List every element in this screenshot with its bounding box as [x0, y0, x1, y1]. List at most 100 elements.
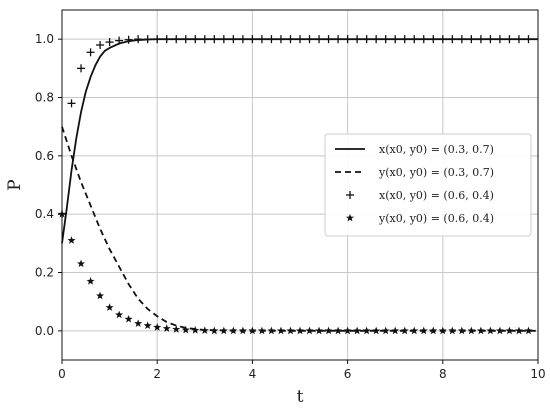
ticks: 0 2 4 6 8 10 0.0 0.2 0.4 0.6 0.8 1.0 — [35, 32, 546, 381]
star-marker — [324, 326, 333, 335]
star-marker — [238, 326, 247, 335]
series-points-3 — [58, 35, 533, 219]
plus-marker — [438, 35, 447, 44]
plus-marker — [410, 35, 419, 44]
star-marker — [305, 326, 314, 335]
y-tick-label: 0.6 — [35, 149, 54, 163]
plus-marker — [67, 99, 76, 108]
series-layer — [58, 35, 538, 335]
star-marker — [200, 326, 209, 334]
star-marker — [400, 326, 409, 335]
plus-marker — [143, 35, 152, 44]
plus-marker — [238, 35, 247, 44]
star-marker — [276, 326, 285, 335]
star-marker — [86, 277, 95, 285]
plus-marker — [505, 35, 514, 44]
plus-marker — [96, 41, 105, 49]
star-marker — [486, 326, 495, 335]
y-tick-label: 0.8 — [35, 91, 54, 105]
star-marker — [153, 323, 162, 331]
plus-marker — [219, 35, 228, 44]
plus-marker — [172, 35, 181, 44]
series-points-4 — [58, 209, 533, 335]
star-marker — [162, 324, 171, 332]
star-marker — [210, 326, 219, 335]
star-marker — [257, 326, 266, 335]
plus-marker — [305, 35, 314, 44]
legend-label: x(x0, y0) = (0.3, 0.7) — [379, 143, 494, 156]
plus-marker — [276, 35, 285, 44]
plus-marker — [248, 35, 257, 44]
star-marker — [267, 326, 276, 335]
star-marker — [419, 326, 428, 335]
legend-label: y(x0, y0) = (0.6, 0.4) — [378, 212, 494, 225]
star-marker — [286, 326, 295, 335]
star-marker — [514, 326, 523, 335]
star-marker — [391, 326, 400, 335]
star-marker — [381, 326, 390, 335]
y-axis-label: P — [5, 179, 25, 190]
star-marker — [191, 326, 200, 334]
legend-box — [324, 133, 532, 237]
plus-marker — [162, 35, 171, 44]
star-marker — [181, 325, 190, 334]
plus-marker — [115, 36, 124, 45]
plus-marker — [257, 35, 266, 44]
star-marker — [476, 326, 485, 335]
legend-swatch-star-marker — [346, 213, 354, 222]
plus-marker — [296, 35, 304, 44]
legend-label: y(x0, y0) = (0.3, 0.7) — [378, 166, 494, 179]
plus-marker — [286, 35, 295, 44]
plus-marker — [372, 35, 381, 44]
x-tick-label: 2 — [153, 367, 161, 381]
star-marker — [96, 291, 105, 300]
x-tick-label: 8 — [439, 367, 447, 381]
star-marker — [248, 326, 257, 335]
plus-marker — [476, 35, 485, 44]
x-tick-label: 0 — [58, 367, 66, 381]
star-marker — [410, 326, 419, 335]
y-tick-label: 0.2 — [35, 266, 54, 280]
star-marker — [505, 326, 514, 335]
star-marker — [105, 303, 114, 311]
plus-marker — [181, 35, 190, 44]
legend: x(x0, y0) = (0.3, 0.7) y(x0, y0) = (0.3, … — [324, 133, 532, 237]
plus-marker — [105, 38, 114, 47]
plus-marker — [448, 35, 457, 44]
plus-marker — [514, 35, 523, 44]
plus-marker — [419, 35, 428, 44]
plus-marker — [86, 48, 95, 57]
star-marker — [134, 319, 143, 327]
star-marker — [495, 326, 504, 335]
plus-marker — [153, 35, 162, 44]
star-marker — [353, 326, 362, 335]
star-marker — [467, 326, 476, 335]
star-marker — [438, 326, 447, 335]
plus-marker — [124, 35, 133, 44]
plus-marker — [324, 35, 333, 44]
plus-marker — [343, 35, 352, 44]
plus-marker — [353, 35, 362, 44]
plus-marker — [495, 35, 504, 44]
star-marker — [67, 236, 76, 244]
y-tick-label: 0.0 — [35, 324, 54, 338]
x-tick-label: 6 — [344, 367, 352, 381]
star-marker — [362, 326, 371, 335]
star-marker — [343, 326, 352, 335]
plus-marker — [315, 35, 324, 44]
star-marker — [448, 326, 457, 335]
x-tick-label: 4 — [249, 367, 257, 381]
star-marker — [315, 326, 324, 335]
plus-marker — [267, 35, 276, 44]
y-tick-label: 1.0 — [35, 32, 54, 46]
plus-marker — [524, 35, 533, 44]
plus-marker — [77, 64, 86, 73]
star-marker — [229, 326, 238, 335]
plus-marker — [391, 35, 400, 44]
star-marker — [143, 321, 152, 329]
y-tick-label: 0.4 — [35, 207, 54, 221]
plus-marker — [467, 35, 476, 44]
plus-marker — [362, 35, 371, 44]
x-tick-label: 10 — [530, 367, 545, 381]
